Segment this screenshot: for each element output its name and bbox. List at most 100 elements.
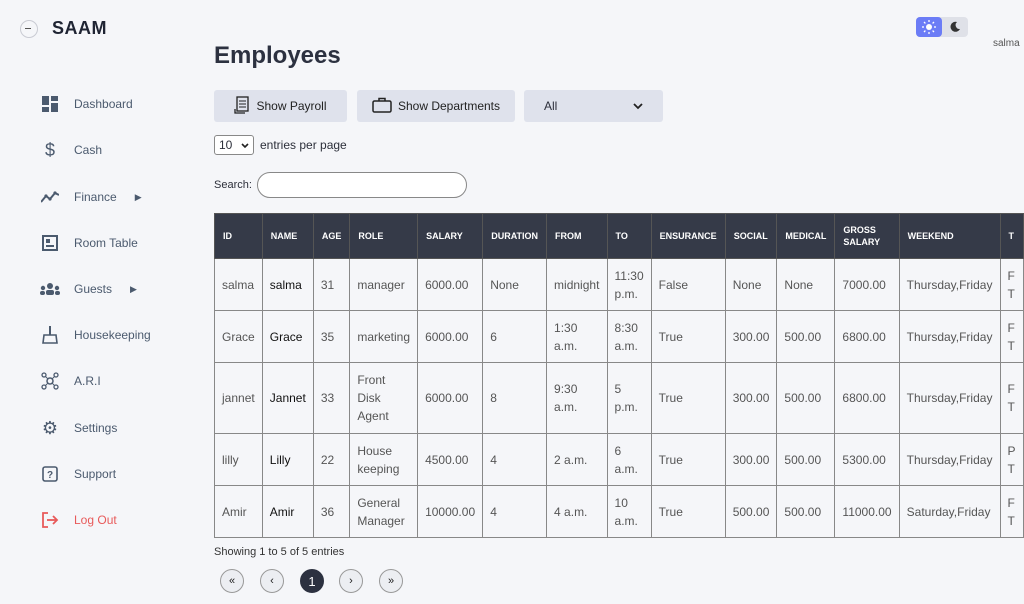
column-header[interactable]: SOCIAL — [724, 213, 778, 259]
sidebar-item-label: Finance — [74, 190, 117, 204]
show-payroll-button[interactable]: Show Payroll — [214, 90, 347, 122]
table-cell: 8 — [482, 362, 548, 434]
column-header[interactable]: NAME — [261, 213, 314, 259]
table-row: Amir Amir 36 General Manager 10000.00 4 … — [214, 485, 1024, 538]
column-header[interactable]: DURATION — [482, 213, 548, 259]
table-cell: Saturday,Friday — [898, 485, 1001, 538]
guests-icon — [40, 279, 60, 299]
first-page-button[interactable]: « — [220, 569, 244, 593]
sidebar-item-support[interactable]: ? Support — [40, 464, 116, 484]
table-cell: Grace — [214, 310, 263, 363]
table-cell: Grace — [261, 310, 314, 363]
chevron-down-icon — [241, 138, 249, 152]
table-cell: 6800.00 — [834, 362, 900, 434]
sidebar-item-label: Housekeeping — [74, 328, 151, 342]
page-1-button[interactable]: 1 — [300, 569, 324, 593]
table-cell: 6 — [482, 310, 548, 363]
column-header[interactable]: SALARY — [417, 213, 484, 259]
network-icon — [40, 371, 60, 391]
column-header[interactable]: WEEKEND — [898, 213, 1001, 259]
table-cell: 4 — [482, 433, 548, 486]
sidebar-item-label: Guests — [74, 282, 113, 296]
department-filter-value: All — [544, 99, 558, 113]
caret-right-icon: ▶ — [130, 283, 137, 294]
user-name[interactable]: salma — [993, 38, 1020, 49]
sidebar-item-label: Support — [74, 467, 117, 481]
briefcase-icon — [372, 97, 392, 116]
logout-icon — [40, 510, 60, 530]
sidebar-item-room-table[interactable]: Room Table — [40, 233, 138, 253]
theme-toggle[interactable] — [916, 17, 968, 37]
sidebar-item-finance[interactable]: Finance ▶ — [40, 187, 142, 207]
moon-icon[interactable] — [942, 17, 968, 37]
table-cell: 300.00 — [724, 310, 778, 363]
employees-table-container: ID NAME AGE ROLE SALARY DURATION FROM TO… — [214, 213, 1024, 540]
column-header[interactable]: ENSURANCE — [650, 213, 726, 259]
column-header[interactable]: GROSS SALARY — [834, 213, 900, 259]
table-cell: House keeping — [349, 433, 419, 486]
sidebar-item-label: Cash — [74, 143, 103, 157]
table-cell: lilly — [214, 433, 263, 486]
sidebar-item-logout[interactable]: Log Out — [40, 510, 117, 530]
sidebar-item-dashboard[interactable]: Dashboard — [40, 94, 133, 114]
table-cell: 500.00 — [776, 485, 836, 538]
table-cell: 6000.00 — [417, 362, 484, 434]
sidebar-item-settings[interactable]: ⚙ Settings — [40, 418, 117, 438]
entries-per-page-select[interactable]: 10 — [214, 135, 254, 155]
logo-icon — [20, 19, 38, 38]
show-departments-label: Show Departments — [397, 99, 501, 113]
last-page-button[interactable]: » — [379, 569, 403, 593]
sidebar-item-label: A.R.I — [74, 374, 101, 388]
svg-text:?: ? — [47, 470, 53, 481]
caret-right-icon: ▶ — [134, 191, 142, 202]
dollar-icon: $ — [44, 139, 55, 160]
table-cell: salma — [214, 258, 263, 311]
app-name: SAAM — [52, 18, 107, 38]
table-header-row: ID NAME AGE ROLE SALARY DURATION FROM TO… — [214, 213, 1024, 259]
table-cell: manager — [349, 258, 419, 311]
column-header[interactable]: MEDICAL — [776, 213, 836, 259]
chevron-down-icon — [633, 99, 643, 113]
next-page-button[interactable]: › — [339, 569, 363, 593]
table-cell: jannet — [214, 362, 263, 434]
table-cell: 6800.00 — [834, 310, 900, 363]
entries-control: 10 entries per page — [214, 135, 347, 155]
sidebar-item-guests[interactable]: Guests ▶ — [40, 279, 137, 299]
column-header[interactable]: ROLE — [349, 213, 419, 259]
table-cell: 4 — [482, 485, 548, 538]
column-header[interactable]: AGE — [312, 213, 351, 259]
table-row: jannet Jannet 33 Front Disk Agent 6000.0… — [214, 362, 1024, 434]
department-filter-select[interactable]: All — [524, 90, 663, 122]
column-header[interactable]: T — [999, 213, 1024, 259]
employees-table: ID NAME AGE ROLE SALARY DURATION FROM TO… — [214, 213, 1024, 538]
column-header[interactable]: TO — [606, 213, 652, 259]
dashboard-icon — [40, 94, 60, 114]
table-cell: 4500.00 — [417, 433, 484, 486]
table-cell: 31 — [312, 258, 351, 311]
search-input[interactable] — [256, 172, 467, 198]
sidebar-item-cash[interactable]: $ Cash — [40, 140, 102, 160]
table-cell: 300.00 — [724, 433, 778, 486]
sidebar-item-label: Room Table — [74, 236, 138, 250]
table-info: Showing 1 to 5 of 5 entries — [214, 546, 345, 558]
table-cell: None — [776, 258, 836, 311]
table-cell: Front Disk Agent — [349, 362, 419, 434]
sidebar-item-ari[interactable]: A.R.I — [40, 371, 101, 391]
table-cell: 1:30 a.m. — [546, 310, 608, 363]
column-header[interactable]: ID — [214, 213, 263, 259]
sidebar-item-housekeeping[interactable]: Housekeeping — [40, 325, 151, 345]
table-cell: Lilly — [261, 433, 314, 486]
table-cell: 6000.00 — [417, 258, 484, 311]
show-departments-button[interactable]: Show Departments — [357, 90, 515, 122]
table-cell: 4 a.m. — [546, 485, 608, 538]
table-cell: 500.00 — [724, 485, 778, 538]
help-icon: ? — [40, 464, 60, 484]
sun-icon[interactable] — [916, 17, 942, 37]
column-header[interactable]: FROM — [546, 213, 608, 259]
search-label: Search: — [214, 179, 252, 191]
table-cell: 10 a.m. — [606, 485, 652, 538]
table-row: salma salma 31 manager 6000.00 None midn… — [214, 258, 1024, 311]
chart-icon — [40, 187, 60, 207]
prev-page-button[interactable]: ‹ — [260, 569, 284, 593]
table-cell: 500.00 — [776, 433, 836, 486]
